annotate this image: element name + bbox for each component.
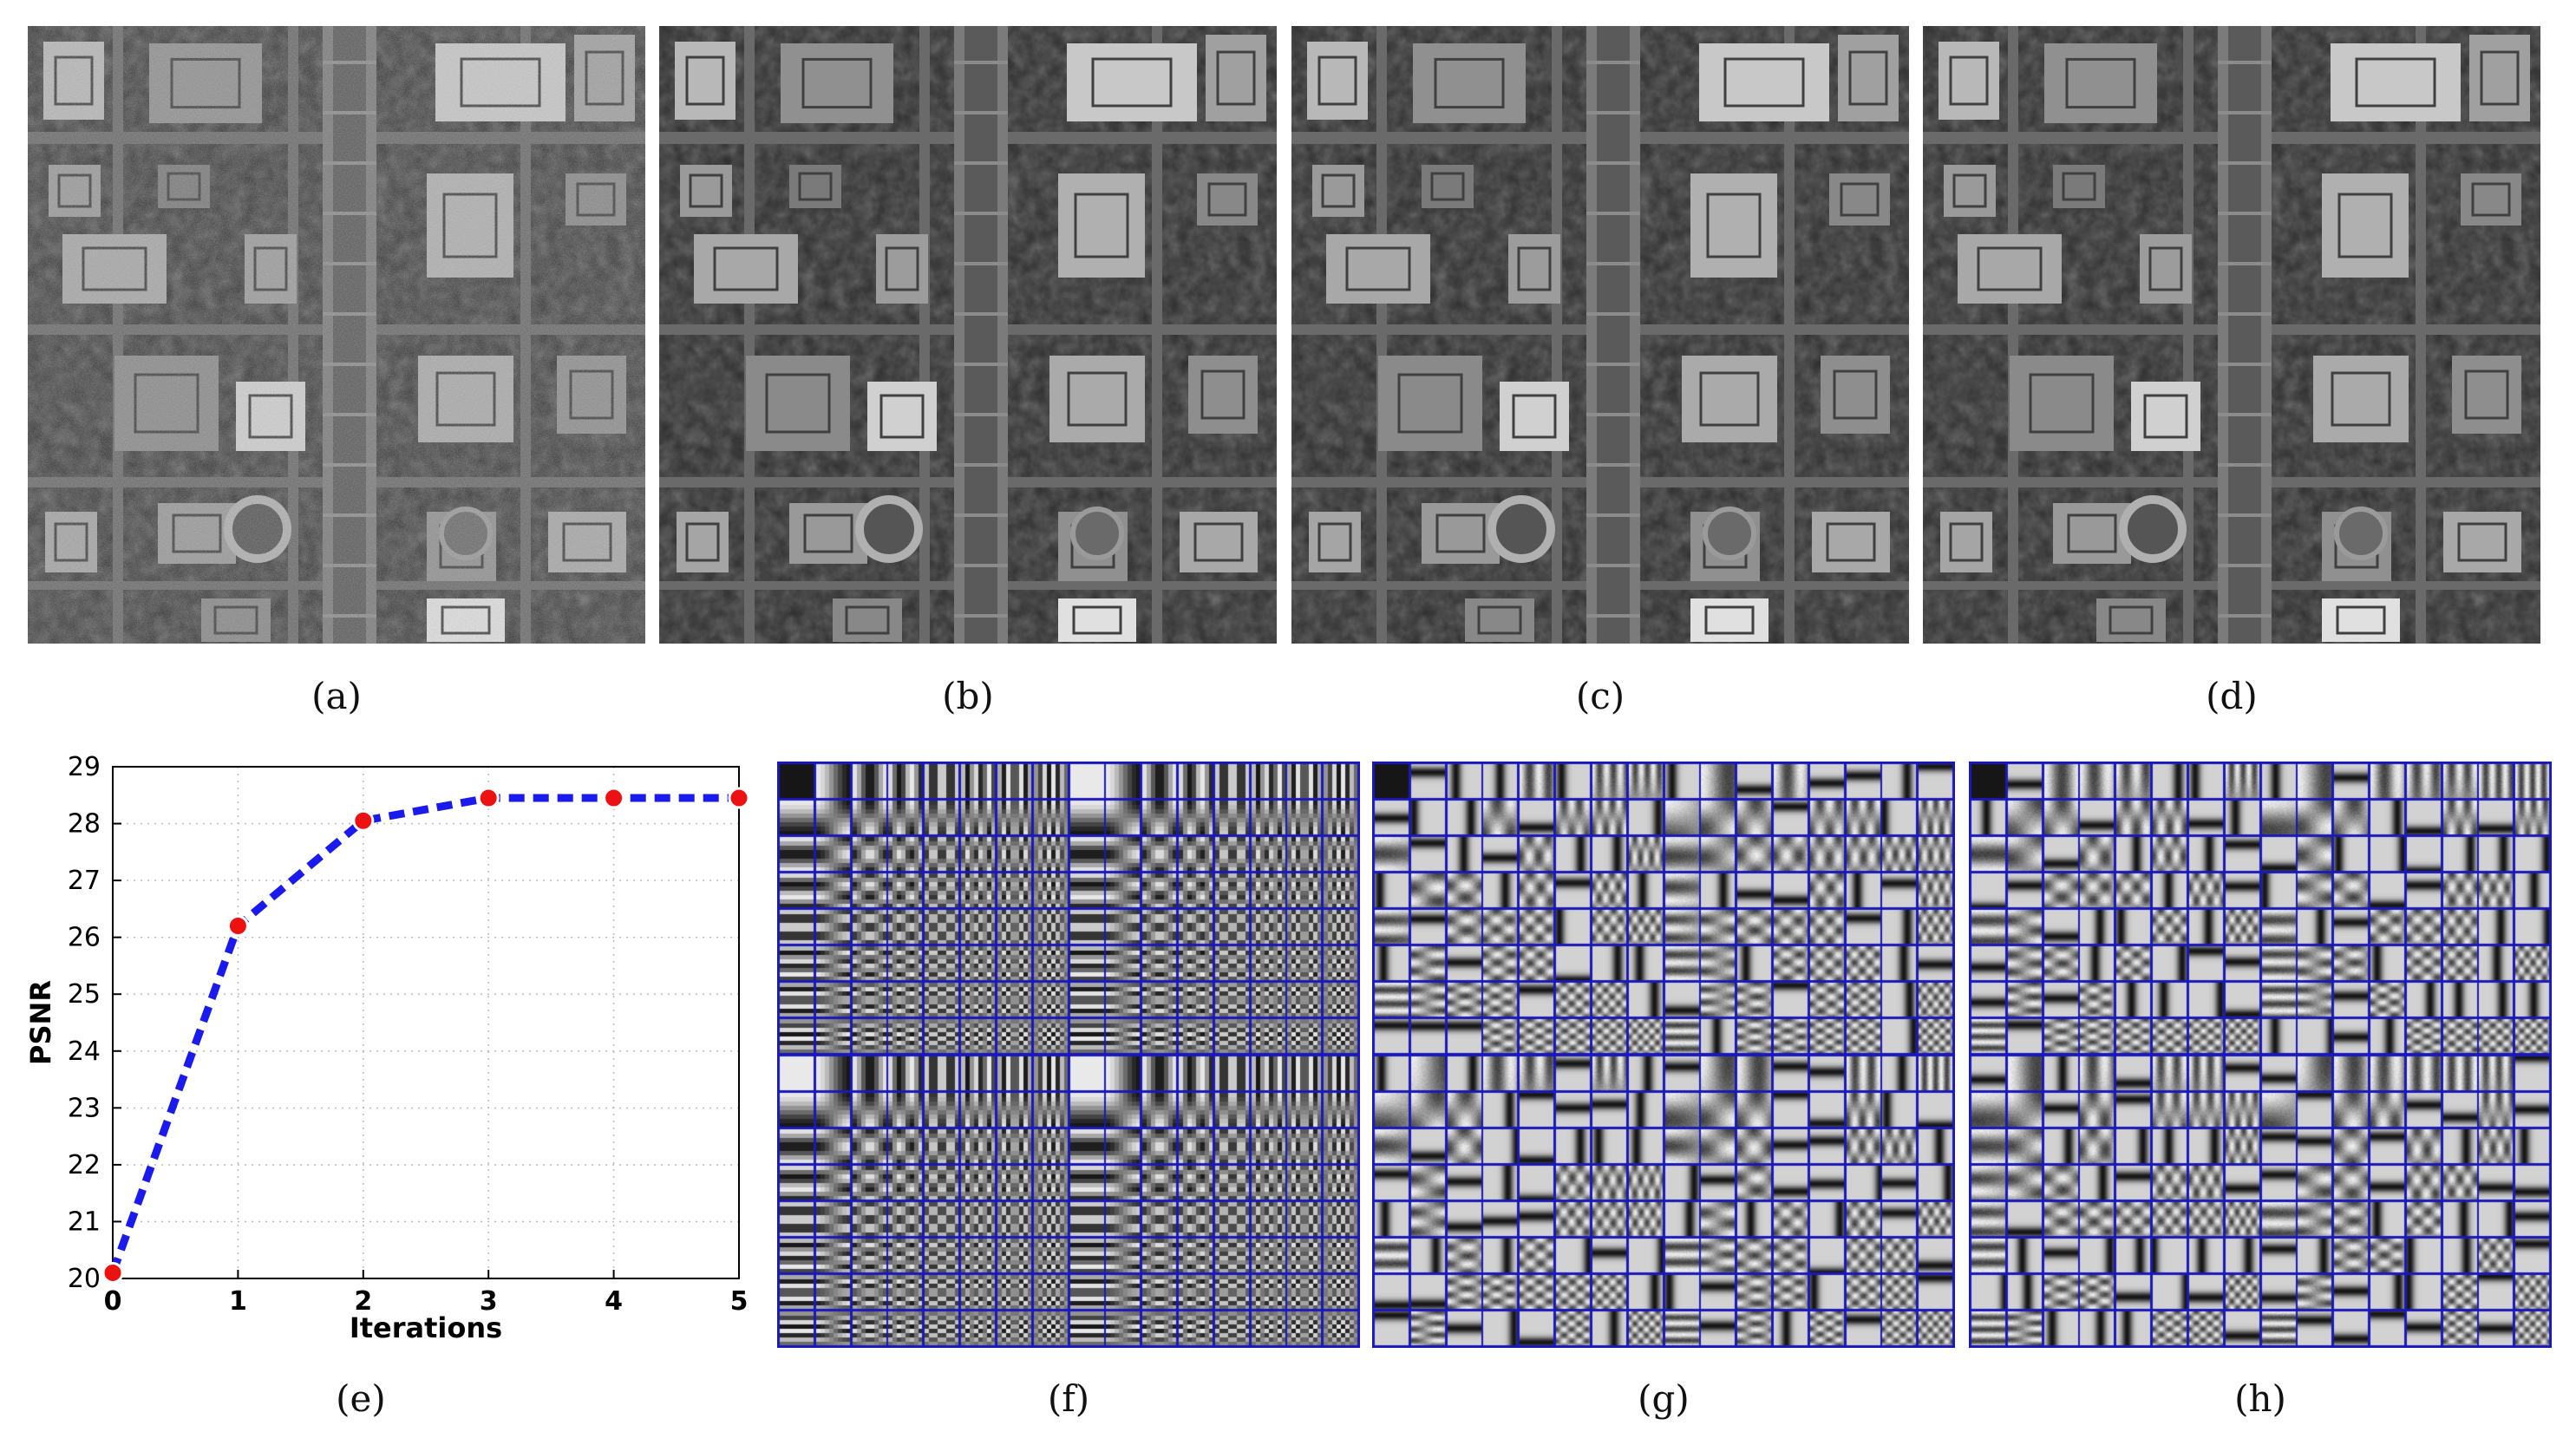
y-tick-label: 20 bbox=[68, 1264, 101, 1294]
x-tick-label: 2 bbox=[354, 1286, 372, 1317]
panel-f-dictionary bbox=[777, 762, 1360, 1348]
y-tick-label: 29 bbox=[68, 755, 101, 782]
x-tick-label: 4 bbox=[605, 1286, 623, 1317]
caption-e: (e) bbox=[336, 1377, 386, 1420]
caption-d: (d) bbox=[2206, 675, 2258, 717]
plot-frame bbox=[112, 766, 740, 1279]
panel-b-image bbox=[659, 26, 1277, 644]
y-tick-label: 23 bbox=[68, 1093, 101, 1123]
plot-area bbox=[113, 767, 739, 1278]
data-point bbox=[603, 787, 625, 809]
x-tick-label: 3 bbox=[480, 1286, 498, 1317]
caption-g: (g) bbox=[1638, 1377, 1690, 1420]
data-point bbox=[101, 1261, 124, 1284]
panel-g-dictionary bbox=[1372, 762, 1955, 1348]
caption-b: (b) bbox=[942, 675, 994, 717]
panel-h-dictionary bbox=[1969, 762, 2552, 1348]
caption-f: (f) bbox=[1047, 1377, 1090, 1420]
y-axis-label: PSNR bbox=[26, 980, 57, 1065]
panel-d-image bbox=[1923, 26, 2540, 644]
y-tick-label: 26 bbox=[68, 923, 101, 953]
y-tick-label: 27 bbox=[68, 866, 101, 896]
panel-a-image bbox=[28, 26, 645, 644]
y-tick-label: 28 bbox=[68, 809, 101, 840]
data-point bbox=[352, 809, 375, 832]
series-line bbox=[108, 794, 739, 1274]
x-axis-label: Iterations bbox=[350, 1311, 502, 1344]
caption-h: (h) bbox=[2234, 1377, 2286, 1420]
data-point bbox=[226, 915, 249, 938]
x-tick-label: 0 bbox=[104, 1286, 122, 1317]
data-point bbox=[477, 787, 500, 809]
y-tick-label: 24 bbox=[68, 1036, 101, 1067]
x-tick-label: 5 bbox=[730, 1286, 749, 1317]
data-point bbox=[728, 787, 750, 809]
caption-c: (c) bbox=[1575, 675, 1625, 717]
y-tick-label: 25 bbox=[68, 979, 101, 1010]
x-tick-label: 1 bbox=[229, 1286, 247, 1317]
y-tick-label: 22 bbox=[68, 1150, 101, 1180]
panel-c-image bbox=[1291, 26, 1909, 644]
y-tick-label: 21 bbox=[68, 1206, 101, 1237]
caption-a: (a) bbox=[311, 675, 362, 717]
